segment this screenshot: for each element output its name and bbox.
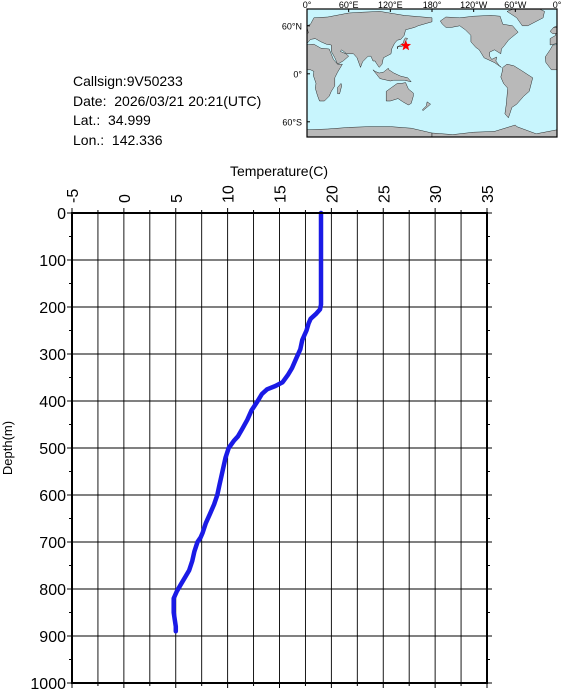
location-star-icon	[400, 40, 412, 51]
x-tick-label: 0	[117, 194, 134, 203]
map-lon-label: 120°E	[378, 0, 403, 10]
y-tick-label: 1000	[30, 676, 66, 690]
x-tick-label: 30	[428, 185, 445, 203]
japan-shape	[397, 37, 409, 50]
map-lon-label: 60°E	[339, 0, 359, 10]
antarctica-shape	[307, 126, 433, 137]
x-tick-label: 10	[221, 185, 238, 203]
map-lon-label: 180°	[423, 0, 442, 10]
station-info: Callsign:9V50233 Date: 2026/03/21 20:21(…	[73, 72, 261, 150]
y-tick-label: 500	[39, 441, 66, 458]
y-tick-label: 600	[39, 488, 66, 505]
x-tick-label: -5	[65, 189, 82, 203]
map-lat-label: 0°	[293, 69, 302, 79]
y-tick-label: 800	[39, 582, 66, 599]
date-text: Date: 2026/03/21 20:21(UTC)	[73, 92, 262, 109]
africa-shape	[544, 44, 557, 71]
british-isles-shape	[549, 27, 557, 35]
x-tick-label: 35	[480, 185, 497, 203]
temperature-profile-line	[171, 210, 324, 634]
map-lon-label: 120°W	[460, 0, 488, 10]
new-zealand-shape	[422, 101, 431, 111]
greenland-shape	[506, 9, 545, 26]
plot-frame	[71, 212, 488, 684]
callsign-text: Callsign:9V50233	[73, 73, 183, 89]
madagascar-shape	[337, 82, 342, 95]
south-america-shape	[500, 63, 533, 119]
x-tick-label: 15	[273, 185, 290, 203]
latitude-text: Lat.: 34.999	[73, 112, 151, 128]
longitude-text: Lon.: 142.336	[73, 131, 163, 148]
africa-shape	[307, 43, 343, 102]
north-america-shape	[440, 15, 519, 68]
y-tick-label: 700	[39, 535, 66, 552]
y-tick-label: 400	[39, 394, 66, 411]
x-axis-title: Temperature(C)	[230, 163, 328, 179]
map-lon-label: 0°	[553, 0, 562, 10]
y-axis-title: Depth(m)	[0, 421, 15, 475]
map-lat-label: 60°S	[282, 117, 302, 127]
antarctica-shape	[431, 124, 557, 137]
australia-shape	[386, 82, 414, 106]
y-tick-label: 0	[57, 206, 66, 223]
x-tick-label: 25	[376, 185, 393, 203]
x-tick-label: 20	[324, 185, 341, 203]
y-tick-label: 300	[39, 347, 66, 364]
eurasia-shape	[307, 11, 433, 68]
map-lat-label: 60°N	[282, 21, 302, 31]
map-lon-label: 60°W	[504, 0, 527, 10]
y-tick-label: 200	[39, 300, 66, 317]
y-tick-label: 900	[39, 629, 66, 646]
x-tick-label: 5	[169, 194, 186, 203]
y-tick-label: 100	[39, 253, 66, 270]
indonesia-shape	[372, 67, 412, 83]
map-lon-label: 0°	[303, 0, 312, 10]
